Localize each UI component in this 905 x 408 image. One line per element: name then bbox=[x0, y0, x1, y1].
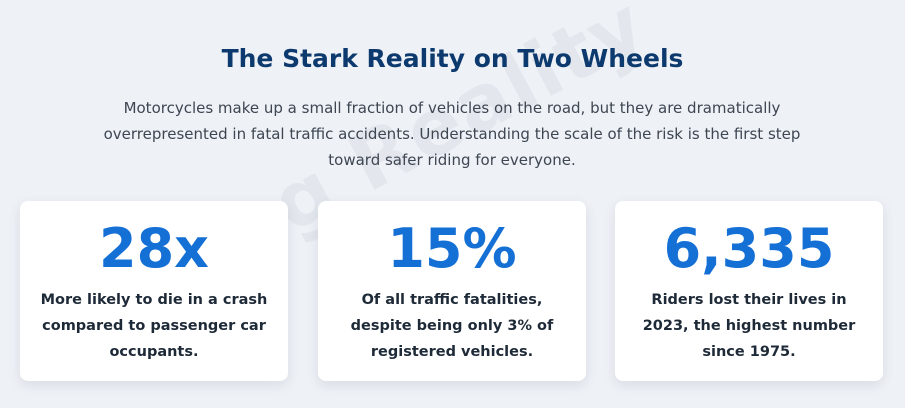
stat-description: Of all traffic fatalities, despite being… bbox=[350, 292, 554, 360]
stat-description: Riders lost their lives in 2023, the hig… bbox=[642, 292, 856, 360]
stat-card-riders-lost: 6,335 Riders lost their lives in 2023, t… bbox=[615, 201, 883, 381]
section-title: The Stark Reality on Two Wheels bbox=[221, 44, 684, 73]
section-intro: Motorcycles make up a small fraction of … bbox=[103, 99, 801, 169]
stat-value: 6,335 bbox=[663, 217, 835, 280]
stat-value: 28x bbox=[99, 217, 209, 280]
stat-card-fatality-share: 15% Of all traffic fatalities, despite b… bbox=[318, 201, 586, 381]
stat-description: More likely to die in a crash compared t… bbox=[40, 292, 268, 360]
stat-value: 15% bbox=[387, 217, 517, 280]
stat-card-crash-likelihood: 28x More likely to die in a crash compar… bbox=[20, 201, 288, 381]
